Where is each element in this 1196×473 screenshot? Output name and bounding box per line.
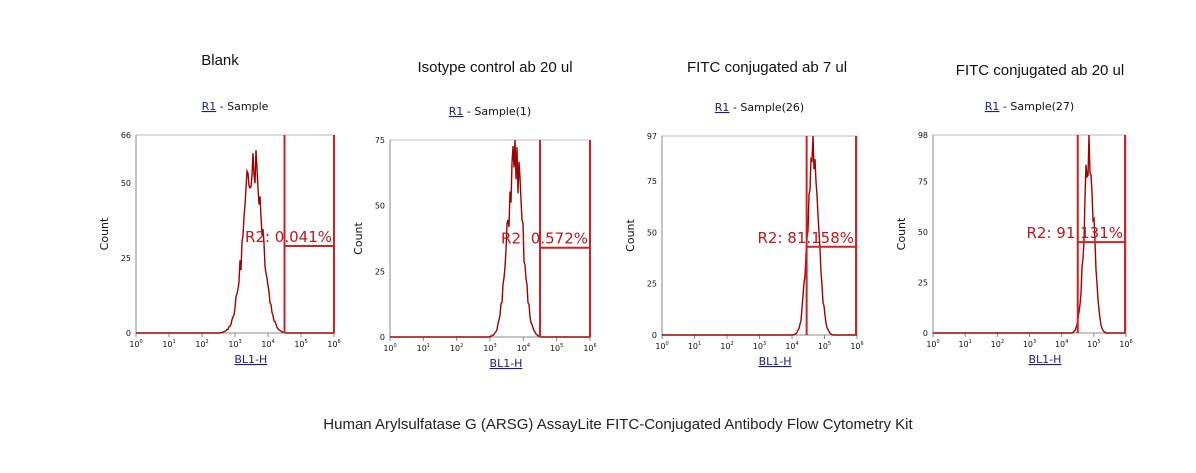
- x-tick-label: 101: [688, 341, 701, 351]
- x-tick-label: 105: [294, 339, 307, 349]
- x-tick-label: 106: [327, 339, 340, 349]
- y-tick-label: 50: [375, 202, 385, 211]
- y-axis-label: Count: [895, 217, 908, 250]
- y-tick-label: 66: [121, 131, 131, 140]
- x-tick-label: 100: [129, 339, 142, 349]
- sample-label: R1 - Sample(1): [449, 105, 531, 118]
- y-axis-label: Count: [352, 221, 365, 254]
- x-tick-label: 101: [417, 343, 430, 353]
- histogram-series: [136, 150, 334, 334]
- sample-name: - Sample(26): [729, 101, 804, 114]
- x-tick-label: 100: [655, 341, 668, 351]
- x-tick-label: 104: [261, 339, 274, 349]
- x-tick-label: 105: [550, 343, 563, 353]
- histogram-series: [662, 135, 857, 336]
- histogram-series: [933, 134, 1126, 334]
- y-tick-label: 25: [918, 278, 928, 287]
- histogram-panel-1: Blank R1 - Sample 0 25 50 66 100 101 102 103 104 10…: [98, 52, 341, 366]
- region-link[interactable]: R1: [449, 105, 464, 118]
- y-tick-label: 75: [918, 177, 928, 186]
- x-tick-label: 103: [228, 339, 241, 349]
- histogram-panel-2: Isotype control ab 20 ul R1 - Sample(1) 0 2…: [352, 59, 597, 370]
- histogram-panel-3: FITC conjugated ab 7 ul R1 - Sample(26) 0 2…: [624, 59, 864, 368]
- x-tick-label: 103: [483, 343, 496, 353]
- y-axis-label: Count: [624, 218, 637, 251]
- x-tick-label: 106: [850, 341, 863, 351]
- x-tick-label: 104: [785, 341, 798, 351]
- y-tick-label: 98: [918, 131, 928, 140]
- x-tick-label: 102: [720, 341, 733, 351]
- panel-title: Isotype control ab 20 ul: [417, 59, 572, 76]
- y-tick-label: 75: [375, 136, 385, 145]
- x-tick-label: 106: [1119, 339, 1132, 349]
- x-axis-label[interactable]: BL1-H: [1028, 353, 1061, 366]
- panel-title: FITC conjugated ab 20 ul: [956, 62, 1124, 79]
- x-tick-label: 103: [1023, 339, 1036, 349]
- region-link[interactable]: R1: [985, 100, 1000, 113]
- y-tick-label: 25: [647, 280, 657, 289]
- y-tick-label: 0: [652, 331, 657, 340]
- x-tick-label: 105: [818, 341, 831, 351]
- panel-title: Blank: [201, 52, 239, 69]
- x-tick-label: 103: [753, 341, 766, 351]
- sample-label: R1 - Sample: [202, 100, 269, 113]
- histogram-panel-4: FITC conjugated ab 20 ul R1 - Sample(27) 0…: [895, 62, 1133, 366]
- x-axis-label[interactable]: BL1-H: [234, 353, 267, 366]
- gate-percentage-label: R2: 0.041%: [245, 228, 332, 246]
- histogram-series: [390, 139, 590, 338]
- sample-name: - Sample: [216, 100, 268, 113]
- panel-title: FITC conjugated ab 7 ul: [687, 59, 847, 76]
- x-tick-label: 106: [583, 343, 596, 353]
- y-axis-label: Count: [98, 217, 111, 250]
- y-tick-label: 0: [126, 329, 131, 338]
- sample-label: R1 - Sample(27): [985, 100, 1074, 113]
- region-link[interactable]: R1: [202, 100, 217, 113]
- y-tick-label: 50: [918, 228, 928, 237]
- y-tick-label: 25: [375, 267, 385, 276]
- x-axis-label[interactable]: BL1-H: [759, 355, 792, 368]
- x-tick-label: 104: [1055, 339, 1068, 349]
- x-axis-label[interactable]: BL1-H: [490, 357, 523, 370]
- x-tick-label: 102: [195, 339, 208, 349]
- y-tick-label: 50: [121, 179, 131, 188]
- x-tick-label: 105: [1087, 339, 1100, 349]
- x-tick-label: 104: [517, 343, 530, 353]
- x-tick-label: 101: [958, 339, 971, 349]
- x-tick-label: 102: [450, 343, 463, 353]
- gate-percentage-label: R2: 0.572%: [501, 230, 588, 248]
- sample-name: - Sample(1): [463, 105, 531, 118]
- y-tick-label: 97: [647, 132, 657, 141]
- y-tick-label: 75: [647, 177, 657, 186]
- y-tick-label: 0: [923, 329, 928, 338]
- x-tick-label: 100: [383, 343, 396, 353]
- region-link[interactable]: R1: [715, 101, 730, 114]
- y-tick-label: 0: [380, 333, 385, 342]
- y-tick-label: 50: [647, 228, 657, 237]
- y-tick-label: 25: [121, 254, 131, 263]
- x-tick-label: 102: [991, 339, 1004, 349]
- sample-label: R1 - Sample(26): [715, 101, 804, 114]
- gate-percentage-label: R2: 91.131%: [1027, 224, 1124, 242]
- figure-caption: Human Arylsulfatase G (ARSG) AssayLite F…: [323, 416, 913, 433]
- x-tick-label: 101: [162, 339, 175, 349]
- sample-name: - Sample(27): [999, 100, 1074, 113]
- gate-percentage-label: R2: 81.158%: [757, 229, 854, 247]
- x-tick-label: 100: [926, 339, 939, 349]
